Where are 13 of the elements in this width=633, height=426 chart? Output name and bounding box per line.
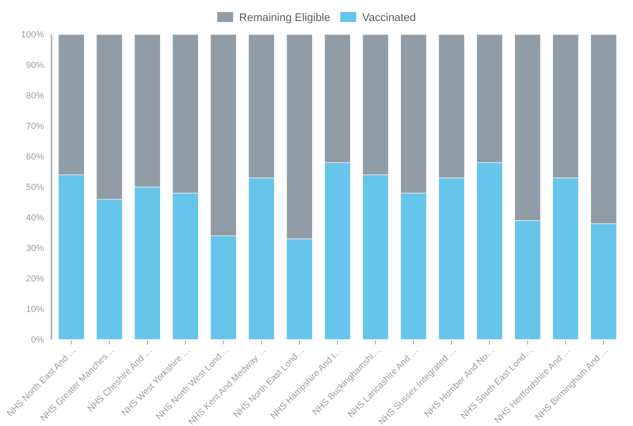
y-tick-label: 40% [26,212,44,223]
y-tick-label: 90% [26,60,44,70]
y-tick-label: 20% [26,274,44,284]
y-tick-label: 80% [26,90,44,101]
y-tick-label: 10% [26,304,44,314]
series-label: Remaining Eligible [239,12,330,24]
y-tick-label: 50% [26,182,44,192]
y-tick-label: 70% [26,121,44,132]
y-tick-label: 30% [26,243,44,254]
legend-label: Vaccinated [362,12,416,24]
y-tick-label: 0% [30,334,44,345]
y-tick-label: 100% [20,30,44,40]
y-tick-label: 60% [26,152,44,162]
